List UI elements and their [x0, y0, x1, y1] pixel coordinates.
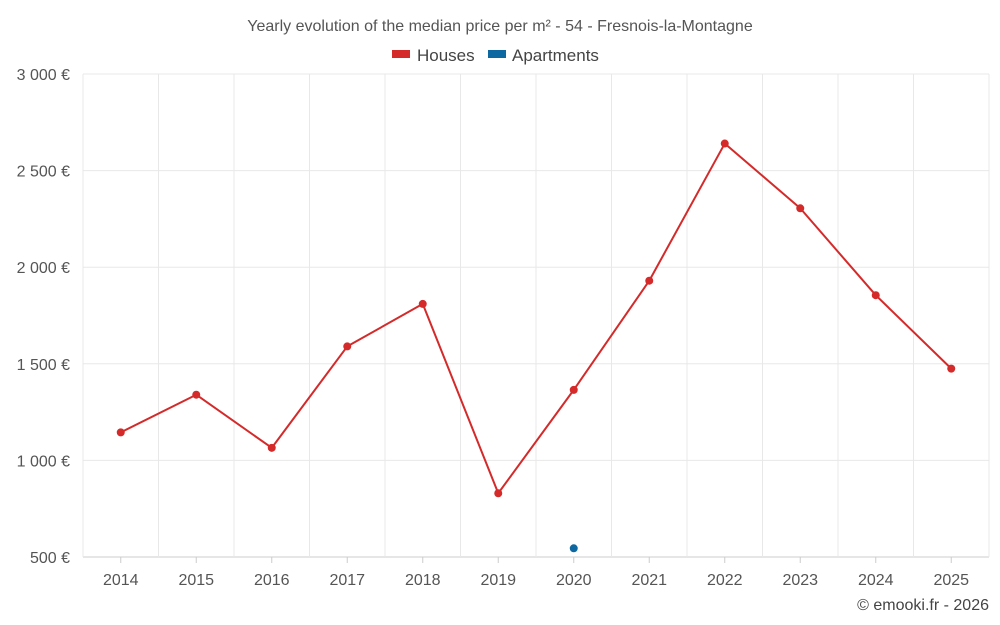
- data-point-houses[interactable]: [645, 276, 654, 285]
- y-tick-label: 500 €: [30, 550, 70, 567]
- x-tick-label: 2017: [329, 572, 365, 589]
- y-tick-label: 3 000 €: [17, 67, 70, 84]
- y-tick-label: 1 000 €: [17, 453, 70, 470]
- y-tick-label: 1 500 €: [17, 357, 70, 374]
- data-point-houses[interactable]: [116, 428, 125, 437]
- y-tick-label: 2 500 €: [17, 164, 70, 181]
- data-point-houses[interactable]: [569, 385, 578, 394]
- x-tick-label: 2021: [631, 572, 667, 589]
- x-tick-label: 2025: [933, 572, 969, 589]
- x-tick-label: 2024: [858, 572, 894, 589]
- data-point-houses[interactable]: [494, 489, 503, 498]
- credit-text: © emooki.fr - 2026: [857, 597, 989, 614]
- series-houses: [116, 139, 956, 498]
- legend-swatch-houses: [392, 50, 410, 58]
- data-point-houses[interactable]: [418, 299, 427, 308]
- data-point-houses[interactable]: [267, 443, 276, 452]
- data-point-houses[interactable]: [871, 291, 880, 300]
- chart-title: Yearly evolution of the median price per…: [247, 18, 753, 35]
- data-point-apartments[interactable]: [569, 544, 578, 553]
- y-axis-ticks: 500 € 1 000 € 1 500 € 2 000 € 2 500 € 3 000 €: [17, 67, 70, 567]
- legend-label-houses[interactable]: Houses: [417, 46, 475, 65]
- data-point-houses[interactable]: [192, 390, 201, 399]
- legend-swatch-apartments: [488, 50, 506, 58]
- x-tick-label: 2018: [405, 572, 441, 589]
- x-tick-label: 2015: [178, 572, 214, 589]
- x-tick-label: 2016: [254, 572, 290, 589]
- data-point-houses[interactable]: [720, 139, 729, 148]
- x-tick-label: 2023: [782, 572, 818, 589]
- data-point-houses[interactable]: [796, 204, 805, 213]
- data-point-houses[interactable]: [343, 342, 352, 351]
- legend-label-apartments[interactable]: Apartments: [512, 46, 599, 65]
- x-tick-label: 2020: [556, 572, 592, 589]
- series-line-houses: [120, 142, 952, 495]
- x-tick-label: 2019: [480, 572, 516, 589]
- x-gridlines: [82, 74, 990, 557]
- series-apartments: [569, 544, 578, 553]
- y-tick-label: 2 000 €: [17, 260, 70, 277]
- x-tick-label: 2014: [103, 572, 139, 589]
- data-point-houses[interactable]: [947, 364, 956, 373]
- x-tick-label: 2022: [707, 572, 743, 589]
- legend: Houses Apartments: [392, 46, 599, 65]
- series-layer: [116, 139, 956, 553]
- x-axis-ticks: 2014 2015 2016 2017 2018 2019 2020 2021 2022 2023…: [103, 557, 969, 589]
